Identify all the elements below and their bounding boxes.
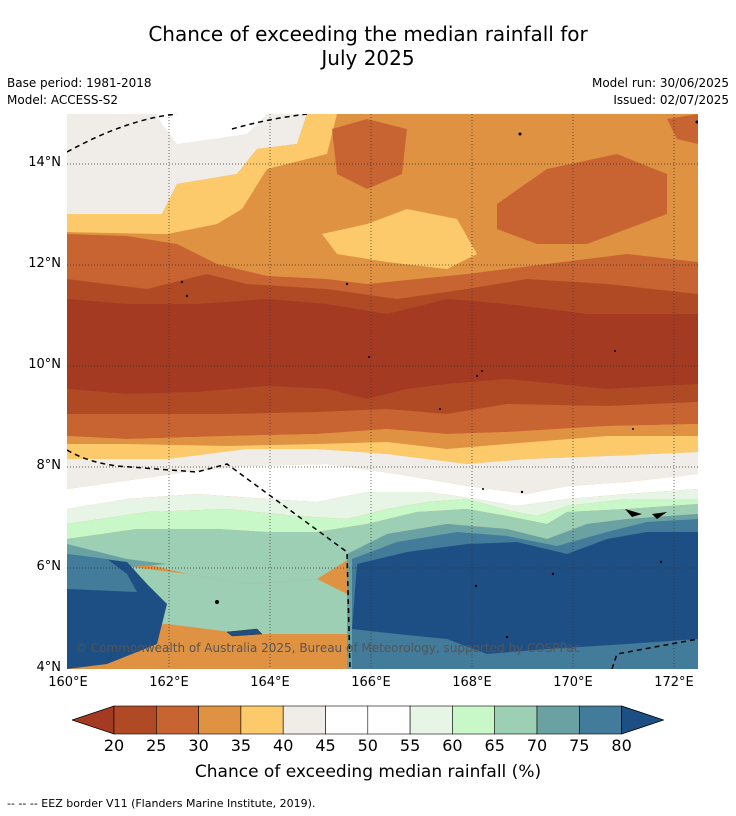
- region-65: [67, 499, 698, 539]
- eez-borders: [67, 114, 698, 669]
- colorbar-extend-low: [70, 705, 115, 735]
- colorbar-bin: [409, 705, 453, 735]
- colorbar-tick-label: 25: [146, 736, 167, 755]
- region-40-center: [322, 209, 477, 269]
- lat-label-8n: 8°N: [36, 458, 62, 473]
- rainfall-map: © Commonwealth of Australia 2025, Bureau…: [67, 114, 698, 669]
- lat-label-14n: 14°N: [28, 155, 61, 170]
- colorbar-tick-label: 40: [273, 736, 294, 755]
- lat-label-4n: 4°N: [36, 660, 62, 675]
- colorbar-tick-label: 70: [526, 736, 548, 755]
- colorbar-bin: [536, 705, 580, 735]
- colorbar: [70, 704, 665, 740]
- colorbar-svg: [70, 705, 665, 735]
- region-70: [67, 504, 698, 584]
- region-20-band: [67, 299, 698, 399]
- islands: [180, 120, 698, 639]
- colorbar-tick-label: 45: [315, 736, 336, 755]
- colorbar-tick-label: 80: [611, 736, 632, 755]
- colorbar-tick-label: 55: [399, 736, 421, 755]
- colorbar-tick-label: 65: [484, 736, 505, 755]
- lon-label-162e: 162°E: [149, 675, 189, 690]
- eez-footnote: -- -- -- EEZ border V11 (Flanders Marine…: [7, 797, 316, 810]
- colorbar-tick-label: 35: [230, 736, 252, 755]
- region-80-west: [67, 554, 137, 592]
- lon-label-164e: 164°E: [250, 675, 290, 690]
- colorbar-tick-label: 75: [569, 736, 590, 755]
- region-30-lower: [67, 402, 698, 439]
- lat-label-10n: 10°N: [28, 357, 61, 372]
- region-45-lower: [67, 449, 698, 494]
- region-50-lower: [67, 464, 698, 509]
- colorbar-bin: [325, 705, 369, 735]
- lon-label-160e: 160°E: [48, 675, 88, 690]
- colorbar-tick-label: 20: [103, 736, 125, 755]
- meta-left: Base period: 1981-2018 Model: ACCESS-S2: [7, 75, 152, 109]
- issued-date: Issued: 02/07/2025: [613, 93, 729, 107]
- colorbar-bin: [156, 705, 199, 735]
- region-40-lower: [67, 436, 698, 464]
- colorbar-bin: [494, 705, 538, 735]
- gridlines: [67, 114, 698, 669]
- colorbar-tick-label: 60: [442, 736, 463, 755]
- title-line-1: Chance of exceeding the median rainfall …: [148, 22, 588, 46]
- lon-label-168e: 168°E: [452, 675, 492, 690]
- model-name: Model: ACCESS-S2: [7, 93, 119, 107]
- region-30-blob-2: [497, 154, 667, 244]
- colorbar-tick-label: 50: [357, 736, 378, 755]
- region-40-left: [67, 214, 217, 234]
- lon-label-172e: 172°E: [654, 675, 694, 690]
- title-line-2: July 2025: [321, 46, 415, 70]
- region-60: [67, 489, 698, 524]
- colorbar-title: Chance of exceeding median rainfall (%): [194, 762, 542, 782]
- region-gt80: [352, 532, 698, 654]
- lat-label-6n: 6°N: [36, 559, 62, 574]
- region-35-lower: [67, 424, 698, 449]
- colorbar-tick-label: 30: [188, 736, 209, 755]
- colorbar-bin: [367, 705, 411, 735]
- region-30-blob-3: [667, 114, 698, 144]
- region-30-blob-1: [332, 119, 407, 189]
- lon-label-170e: 170°E: [553, 675, 593, 690]
- lat-label-12n: 12°N: [28, 256, 61, 271]
- colorbar-bin: [452, 705, 495, 735]
- colorbar-bin: [240, 705, 284, 735]
- atoll: [226, 628, 263, 637]
- model-run: Model run: 30/06/2025: [591, 76, 729, 90]
- base-period: Base period: 1981-2018: [7, 76, 152, 90]
- colorbar-extend-high: [621, 705, 665, 735]
- colorbar-bin: [578, 705, 622, 735]
- colorbar-bin: [282, 705, 326, 735]
- copyright-notice: © Commonwealth of Australia 2025, Bureau…: [75, 641, 581, 655]
- colorbar-bin: [198, 705, 242, 735]
- rainfall-map-svg: [67, 114, 698, 669]
- colorbar-bin: [113, 705, 157, 735]
- meta-right: Model run: 30/06/2025 Issued: 02/07/2025: [592, 75, 729, 109]
- region-50-top: [157, 114, 267, 144]
- lon-label-166e: 166°E: [351, 675, 391, 690]
- map-title: Chance of exceeding the median rainfall …: [0, 22, 736, 70]
